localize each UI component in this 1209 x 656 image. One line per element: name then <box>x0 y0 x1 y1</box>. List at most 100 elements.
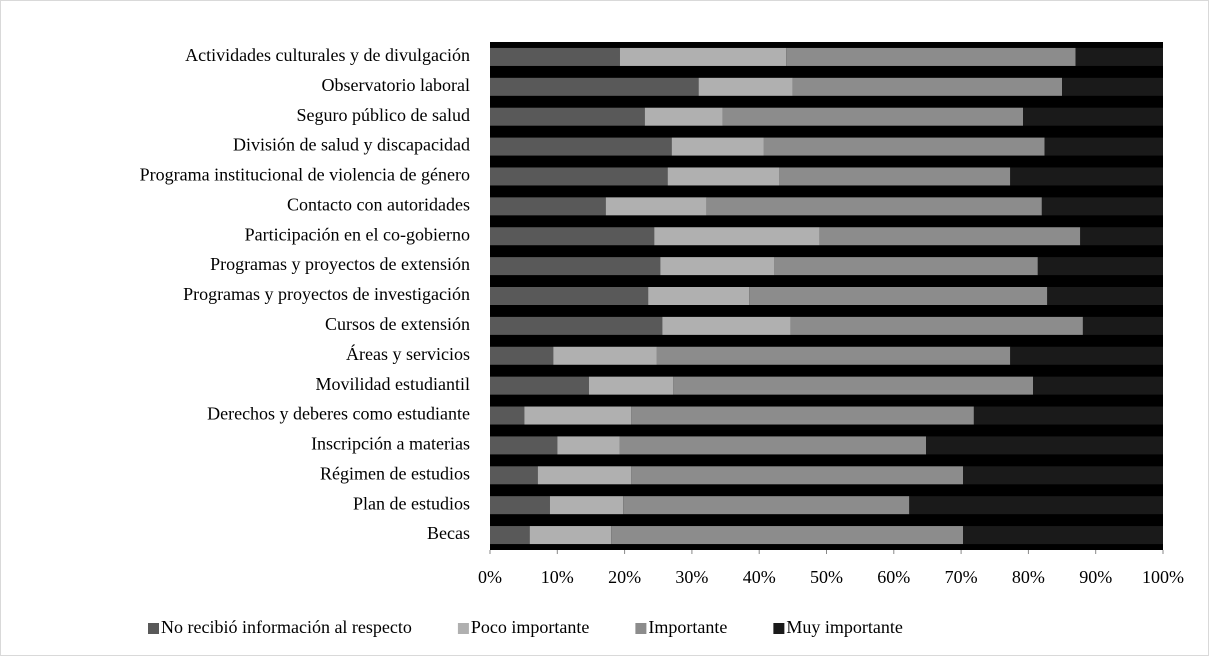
bar-segment <box>819 227 1081 246</box>
bar-segment <box>698 77 793 96</box>
bar-segment <box>1080 227 1163 246</box>
bar-segment <box>490 316 663 335</box>
bar-segment <box>749 287 1048 305</box>
bar-segment <box>631 466 964 485</box>
legend-swatch <box>457 623 469 634</box>
bar-segment <box>1062 77 1163 96</box>
x-tick-label: 40% <box>743 567 776 587</box>
bar-segment <box>490 287 649 305</box>
y-tick-label: Cursos de extensión <box>325 314 470 334</box>
y-tick-label: Actividades culturales y de divulgación <box>185 45 470 65</box>
bar-segment <box>774 257 1038 276</box>
bar-segment <box>963 466 1163 485</box>
bar-segment <box>490 406 525 425</box>
bar-segment <box>490 137 672 156</box>
bar-segment <box>790 316 1083 335</box>
bar-segment <box>631 406 974 425</box>
y-tick-label: Movilidad estudiantil <box>316 374 471 394</box>
y-tick-label: Régimen de estudios <box>320 463 470 483</box>
bar-segment <box>529 526 612 545</box>
bar-segment <box>1044 137 1163 156</box>
bar-segment <box>656 346 1011 365</box>
y-tick-label: Contacto con autoridades <box>287 194 470 214</box>
bar-segment <box>792 77 1063 96</box>
bar-segment <box>973 406 1163 425</box>
y-tick-label: Participación en el co-gobierno <box>245 224 470 244</box>
bar-segment <box>490 77 699 96</box>
legend-label: Muy importante <box>786 617 902 637</box>
bar-segment <box>673 376 1034 395</box>
bar-segment <box>963 526 1163 545</box>
bar-segment <box>490 107 645 126</box>
y-tick-label: Inscripción a materias <box>311 434 470 454</box>
bar-segment <box>611 526 964 545</box>
bar-segment <box>619 436 927 455</box>
y-tick-label: Derechos y deberes como estudiante <box>207 404 470 424</box>
bar-segment <box>553 346 657 365</box>
bar-segment <box>549 496 624 515</box>
bar-segment <box>786 47 1076 66</box>
bar-segment <box>1010 346 1163 365</box>
legend-label: No recibió información al respecto <box>161 617 412 637</box>
y-tick-label: Programas y proyectos de investigación <box>183 284 470 304</box>
bar-segment <box>557 436 620 455</box>
bar-segment <box>1010 167 1163 186</box>
x-tick-label: 50% <box>810 567 843 587</box>
y-tick-label: Áreas y servicios <box>346 343 470 364</box>
legend-swatch <box>148 623 159 634</box>
bar-segment <box>660 257 775 276</box>
bar-segment <box>1075 47 1163 66</box>
bar-segment <box>490 496 550 515</box>
y-tick-label: Seguro público de salud <box>297 105 470 125</box>
y-tick-label: Plan de estudios <box>353 493 470 513</box>
x-tick-label: 90% <box>1079 567 1112 587</box>
bar-segment <box>671 137 764 156</box>
bar-segment <box>644 107 723 126</box>
y-tick-label: Programa institucional de violencia de g… <box>140 165 470 185</box>
y-tick-label: Observatorio laboral <box>322 75 470 95</box>
x-tick-label: 70% <box>945 567 978 587</box>
bar-segment <box>706 197 1042 216</box>
bar-segment <box>648 287 750 305</box>
x-tick-label: 10% <box>541 567 574 587</box>
y-tick-label: Becas <box>427 523 470 543</box>
bar-segment <box>1041 197 1163 216</box>
bar-segment <box>1037 257 1163 276</box>
bar-segment <box>490 167 668 186</box>
bar-segment <box>909 496 1163 515</box>
bar-segment <box>490 257 661 276</box>
bar-segment <box>654 227 820 246</box>
bar-segment <box>619 47 787 66</box>
bar-segment <box>605 197 707 216</box>
bar-segment <box>490 346 554 365</box>
bar-segment <box>722 107 1024 126</box>
bar-segment <box>490 436 558 455</box>
bar-segment <box>926 436 1163 455</box>
y-tick-label: Programas y proyectos de extensión <box>210 254 470 274</box>
bar-segment <box>779 167 1011 186</box>
legend-swatch <box>635 623 647 634</box>
bar-segment <box>490 376 589 395</box>
legend-swatch <box>773 623 785 634</box>
legend-label: Poco importante <box>471 617 589 637</box>
x-tick-label: 30% <box>675 567 708 587</box>
bar-segment <box>490 526 530 545</box>
x-tick-label: 20% <box>608 567 641 587</box>
bar-segment <box>490 197 606 216</box>
x-tick-label: 100% <box>1142 567 1184 587</box>
bar-segment <box>623 496 910 515</box>
x-tick-label: 80% <box>1012 567 1045 587</box>
bar-segment <box>524 406 632 425</box>
bar-segment <box>1047 287 1163 305</box>
x-tick-label: 0% <box>478 567 502 587</box>
bar-segment <box>763 137 1045 156</box>
bar-segment <box>588 376 674 395</box>
bar-segment <box>1023 107 1163 126</box>
bar-segment <box>490 227 655 246</box>
x-tick-label: 60% <box>877 567 910 587</box>
bar-segment <box>490 47 620 66</box>
bar-segment <box>537 466 632 485</box>
bar-segment <box>662 316 791 335</box>
bar-segment <box>1082 316 1163 335</box>
